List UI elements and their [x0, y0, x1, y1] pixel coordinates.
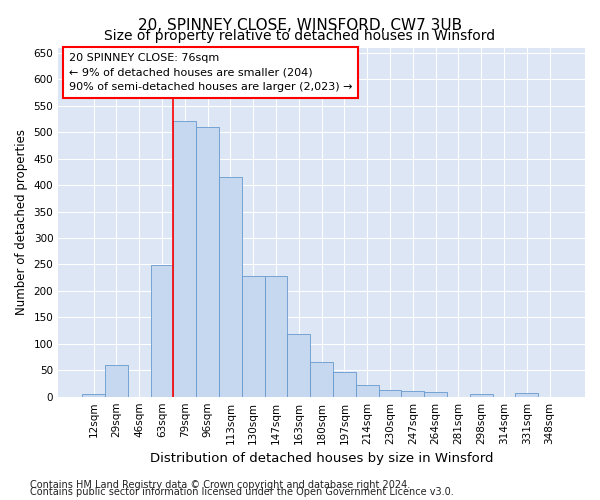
Bar [287, 334, 310, 396]
Y-axis label: Number of detached properties: Number of detached properties [15, 129, 28, 315]
Bar [424, 392, 447, 396]
Text: 20, SPINNEY CLOSE, WINSFORD, CW7 3UB: 20, SPINNEY CLOSE, WINSFORD, CW7 3UB [138, 18, 462, 32]
Bar [196, 127, 219, 396]
Bar [333, 372, 356, 396]
Bar [265, 276, 287, 396]
Text: Contains HM Land Registry data © Crown copyright and database right 2024.: Contains HM Land Registry data © Crown c… [30, 480, 410, 490]
Bar [356, 385, 379, 396]
Bar [82, 394, 105, 396]
Bar [105, 365, 128, 396]
Bar [515, 393, 538, 396]
Bar [151, 266, 173, 396]
Bar [379, 390, 401, 396]
X-axis label: Distribution of detached houses by size in Winsford: Distribution of detached houses by size … [150, 452, 493, 465]
Text: 20 SPINNEY CLOSE: 76sqm
← 9% of detached houses are smaller (204)
90% of semi-de: 20 SPINNEY CLOSE: 76sqm ← 9% of detached… [69, 52, 352, 92]
Text: Contains public sector information licensed under the Open Government Licence v3: Contains public sector information licen… [30, 487, 454, 497]
Bar [310, 362, 333, 396]
Bar [219, 177, 242, 396]
Bar [401, 392, 424, 396]
Bar [173, 120, 196, 396]
Bar [470, 394, 493, 396]
Bar [242, 276, 265, 396]
Text: Size of property relative to detached houses in Winsford: Size of property relative to detached ho… [104, 29, 496, 43]
